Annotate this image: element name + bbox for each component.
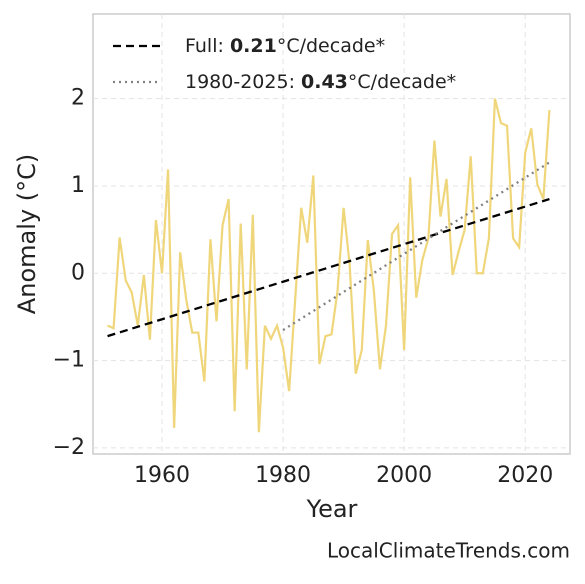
y-tick-label: 2 (71, 86, 85, 111)
y-tick-label: −2 (53, 435, 85, 460)
legend-name: 1980-2025: (185, 71, 295, 93)
y-tick-label: 1 (71, 173, 85, 198)
y-tick-label: −1 (53, 348, 85, 373)
series-line (107, 98, 551, 433)
plot-frame (92, 13, 571, 455)
legend-unit: °C/decade* (277, 35, 385, 57)
legend-rate: 0.43 (301, 71, 348, 93)
legend-label: 1980-2025: 0.43°C/decade* (185, 71, 456, 93)
legend-label: Full: 0.21°C/decade* (185, 35, 385, 57)
legend-name: Full: (185, 35, 224, 57)
y-tick-label: 0 (71, 260, 85, 285)
x-tick-label: 2020 (497, 463, 553, 488)
x-tick-label: 1960 (134, 463, 190, 488)
x-tick-label: 1980 (255, 463, 311, 488)
series-line (282, 161, 551, 332)
credit: LocalClimateTrends.com (327, 539, 570, 563)
x-axis-label: Year (306, 495, 358, 523)
legend-unit: °C/decade* (348, 71, 456, 93)
legend-rate: 0.21 (230, 35, 277, 57)
x-tick-label: 2000 (376, 463, 432, 488)
y-axis-label: Anomaly (°C) (13, 154, 41, 314)
